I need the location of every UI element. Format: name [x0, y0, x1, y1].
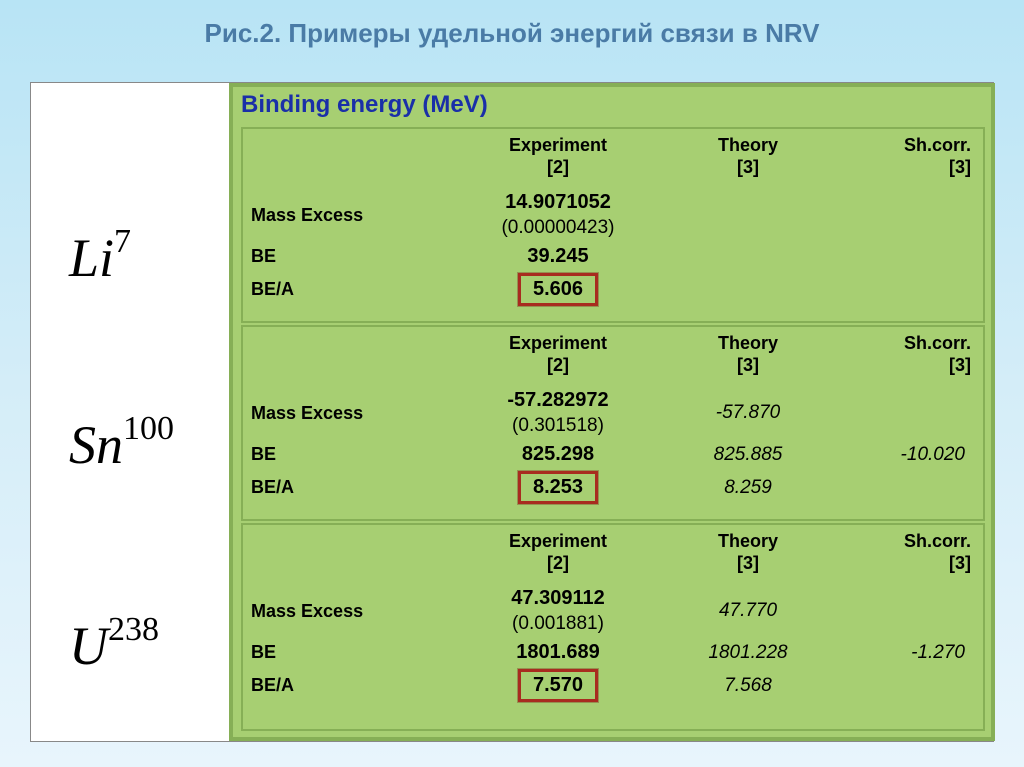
col-experiment: Experiment[2] [453, 525, 663, 580]
val-theory-be: 825.885 [663, 443, 833, 467]
nuclide-sn100: Sn100 [69, 418, 174, 472]
label-be: BE [243, 444, 453, 465]
row-bea: BE/A 8.253 8.259 [243, 471, 983, 504]
label-bea: BE/A [243, 675, 453, 696]
label-mass-excess: Mass Excess [243, 205, 453, 226]
panel-title: Binding energy (MeV) [233, 87, 991, 123]
nuclide-u238: U238 [69, 619, 159, 673]
nuclide-li7: Li7 [69, 231, 131, 285]
val-mass-excess: -57.282972(0.301518) [453, 388, 663, 438]
row-bea: BE/A 7.570 7.568 [243, 669, 983, 702]
col-shcorr: Sh.corr.[3] [833, 129, 983, 184]
nuclide-symbol: Li [69, 228, 114, 288]
val-theory-bea: 8.259 [663, 476, 833, 500]
row-bea: BE/A 5.606 [243, 273, 983, 306]
figure-title: Рис.2. Примеры удельной энергий связи в … [0, 0, 1024, 61]
label-bea: BE/A [243, 477, 453, 498]
row-be: BE 1801.689 1801.228 -1.270 [243, 640, 983, 665]
section-sn100: Experiment[2] Theory[3] Sh.corr.[3] Mass… [241, 325, 985, 521]
col-theory: Theory[3] [663, 129, 833, 184]
val-theory-mass-excess: 47.770 [663, 599, 833, 623]
val-bea: 7.570 [453, 669, 663, 702]
row-mass-excess: Mass Excess 14.9071052(0.00000423) [243, 190, 983, 240]
row-be: BE 825.298 825.885 -10.020 [243, 442, 983, 467]
val-bea: 5.606 [453, 273, 663, 306]
val-be: 825.298 [453, 442, 663, 467]
col-shcorr: Sh.corr.[3] [833, 327, 983, 382]
header-row: Experiment[2] Theory[3] Sh.corr.[3] [243, 129, 983, 184]
nuclide-symbol: Sn [69, 415, 123, 475]
data-panel: Binding energy (MeV) Experiment[2] Theor… [229, 83, 995, 741]
col-theory: Theory[3] [663, 327, 833, 382]
val-be: 39.245 [453, 244, 663, 269]
row-mass-excess: Mass Excess 47.309112(0.001881) 47.770 [243, 586, 983, 636]
val-mass-excess: 14.9071052(0.00000423) [453, 190, 663, 240]
section-u238: Experiment[2] Theory[3] Sh.corr.[3] Mass… [241, 523, 985, 731]
row-be: BE 39.245 [243, 244, 983, 269]
nuclide-mass: 100 [123, 410, 174, 447]
label-mass-excess: Mass Excess [243, 601, 453, 622]
content-frame: Li7 Sn100 U238 Binding energy (MeV) Expe… [30, 82, 994, 742]
label-be: BE [243, 246, 453, 267]
val-theory-mass-excess: -57.870 [663, 401, 833, 425]
nuclide-mass: 7 [114, 223, 131, 260]
val-mass-excess: 47.309112(0.001881) [453, 586, 663, 636]
header-row: Experiment[2] Theory[3] Sh.corr.[3] [243, 525, 983, 580]
nuclide-column: Li7 Sn100 U238 [31, 83, 229, 741]
nuclide-symbol: U [69, 616, 108, 676]
label-mass-excess: Mass Excess [243, 403, 453, 424]
val-theory-bea: 7.568 [663, 674, 833, 698]
label-bea: BE/A [243, 279, 453, 300]
col-theory: Theory[3] [663, 525, 833, 580]
col-shcorr: Sh.corr.[3] [833, 525, 983, 580]
val-theory-be: 1801.228 [663, 641, 833, 665]
nuclide-mass: 238 [108, 611, 159, 648]
label-be: BE [243, 642, 453, 663]
val-shcorr: -10.020 [833, 443, 983, 467]
val-shcorr: -1.270 [833, 641, 983, 665]
val-be: 1801.689 [453, 640, 663, 665]
col-experiment: Experiment[2] [453, 327, 663, 382]
section-li7: Experiment[2] Theory[3] Sh.corr.[3] Mass… [241, 127, 985, 323]
row-mass-excess: Mass Excess -57.282972(0.301518) -57.870 [243, 388, 983, 438]
val-bea: 8.253 [453, 471, 663, 504]
col-experiment: Experiment[2] [453, 129, 663, 184]
header-row: Experiment[2] Theory[3] Sh.corr.[3] [243, 327, 983, 382]
